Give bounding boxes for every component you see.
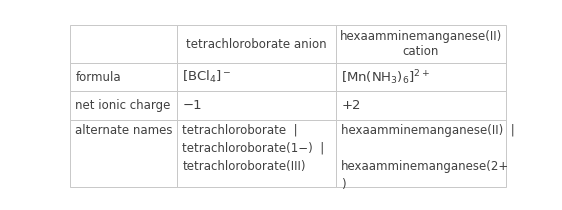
Text: tetrachloroborate anion: tetrachloroborate anion: [186, 38, 327, 51]
Bar: [70, 92, 177, 120]
Text: alternate names: alternate names: [75, 124, 173, 137]
Bar: [70, 120, 177, 187]
Text: +2: +2: [341, 99, 361, 112]
Bar: [70, 25, 177, 63]
Bar: [336, 92, 506, 120]
Bar: [177, 120, 336, 187]
Text: tetrachloroborate  |
tetrachloroborate(1−)  |
tetrachloroborate(III): tetrachloroborate | tetrachloroborate(1−…: [182, 124, 324, 173]
Text: hexaamminemanganese(II)
cation: hexaamminemanganese(II) cation: [340, 30, 502, 58]
Bar: [177, 92, 336, 120]
Bar: [70, 63, 177, 92]
Bar: [177, 25, 336, 63]
Bar: [336, 25, 506, 63]
Text: formula: formula: [75, 71, 121, 84]
Text: net ionic charge: net ionic charge: [75, 99, 171, 112]
Bar: [336, 120, 506, 187]
Text: hexaamminemanganese(II)  |

hexaamminemanganese(2+
): hexaamminemanganese(II) | hexaamminemang…: [341, 124, 515, 191]
Text: −1: −1: [182, 99, 202, 112]
Bar: [336, 63, 506, 92]
Text: [BCl$_4$]$^-$: [BCl$_4$]$^-$: [182, 69, 232, 85]
Bar: [177, 63, 336, 92]
Text: [Mn(NH$_3$)$_6$]$^{2+}$: [Mn(NH$_3$)$_6$]$^{2+}$: [341, 68, 430, 87]
